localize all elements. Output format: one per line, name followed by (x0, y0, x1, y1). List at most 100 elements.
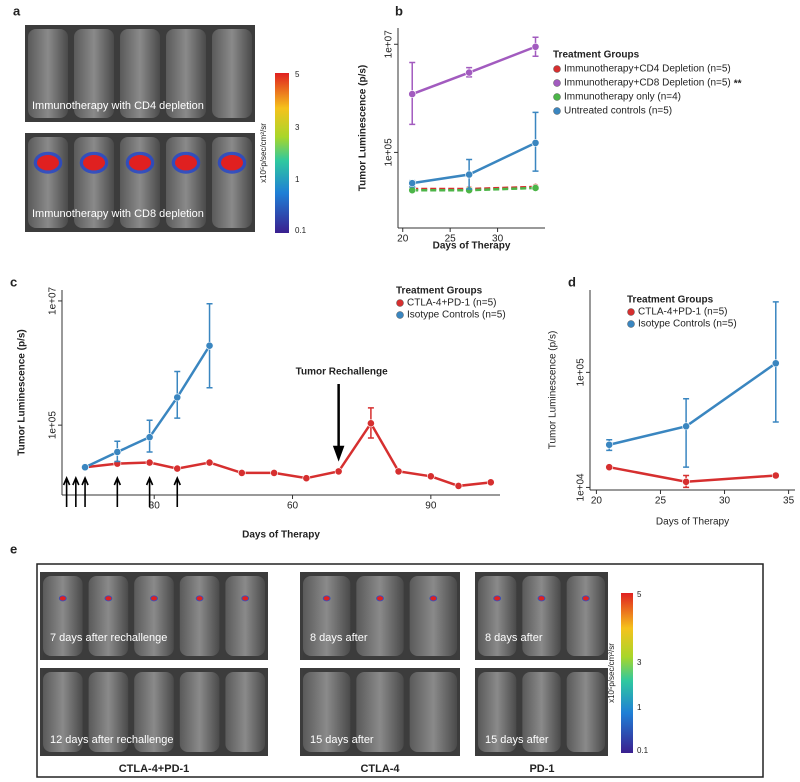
image-caption: 15 days after (310, 734, 374, 746)
point (454, 482, 463, 490)
signal (59, 596, 66, 601)
colorbar-tick: 1 (295, 175, 300, 184)
legend-title: Treatment Groups (627, 295, 714, 306)
legend-label: Immunotherapy+CD4 Depletion (n=5) (564, 64, 731, 75)
point (486, 478, 495, 487)
mouse (166, 29, 206, 118)
series-line (84, 420, 491, 488)
mouse (212, 137, 252, 228)
point (605, 440, 614, 449)
x-tick-label: 25 (655, 496, 667, 507)
group-label: CTLA-4 (360, 763, 400, 775)
signal (323, 596, 330, 601)
image-caption: 15 days after (485, 734, 549, 746)
image-caption: 8 days after (485, 632, 543, 644)
legend-title: Treatment Groups (396, 286, 483, 297)
legend-marker (396, 311, 404, 319)
point (531, 138, 540, 147)
y-tick-label: 1e+07 (384, 30, 395, 59)
point (771, 471, 780, 480)
point (367, 419, 375, 428)
point (682, 477, 690, 486)
legend-marker (553, 93, 561, 101)
panel-label: e (10, 541, 17, 556)
signal (105, 596, 112, 601)
mouse (303, 576, 351, 656)
treatment-arrow (81, 475, 89, 507)
image-caption: 7 days after rechallenge (50, 632, 167, 644)
x-tick-label: 25 (445, 234, 457, 245)
mouse (28, 29, 68, 118)
mouse (120, 29, 160, 118)
x-tick-label: 20 (591, 496, 603, 507)
mouse (88, 672, 129, 752)
legend-marker (553, 79, 561, 87)
point (531, 42, 540, 51)
mouse (225, 672, 265, 752)
image-caption: 12 days after rechallenge (50, 734, 174, 746)
mouse (478, 576, 517, 656)
point (173, 464, 182, 473)
point (605, 463, 614, 472)
legend-label: Immunotherapy only (n=4) (564, 92, 681, 103)
signal (196, 596, 203, 601)
mouse (43, 672, 83, 752)
colorbar-tick: 0.1 (295, 226, 307, 235)
x-tick-label: 20 (397, 234, 409, 245)
panel-label: c (10, 274, 17, 289)
mouse (179, 576, 220, 656)
series-line (608, 362, 777, 446)
treatment-arrow (62, 475, 71, 507)
x-axis-label: Days of Therapy (656, 517, 729, 528)
signal (83, 155, 105, 171)
panel-label: d (568, 274, 576, 289)
colorbar (275, 73, 289, 233)
annotation: Tumor Rechallenge (296, 367, 388, 378)
image-caption: Immunotherapy with CD4 depletion (32, 100, 204, 112)
signal (430, 596, 437, 601)
mouse (134, 672, 174, 752)
point (771, 359, 780, 368)
legend-marker (553, 65, 561, 73)
point (270, 469, 278, 477)
x-tick-label: 60 (287, 501, 299, 512)
mouse (522, 576, 561, 656)
x-tick-label: 30 (149, 501, 161, 512)
point (145, 433, 154, 442)
mouse (566, 576, 605, 656)
colorbar-tick: 1 (637, 703, 642, 712)
mouse (212, 29, 252, 118)
panel-e-frame (36, 563, 764, 778)
legend-marker (553, 107, 561, 115)
error-bar (683, 397, 690, 468)
x-tick-label: 30 (719, 496, 731, 507)
mouse (409, 576, 457, 656)
signal (129, 155, 151, 171)
legend-label: CTLA-4+PD-1 (n=5) (638, 307, 727, 318)
mouse (356, 672, 404, 752)
mouse (303, 672, 351, 752)
y-tick-label: 1e+04 (576, 473, 587, 502)
point (205, 341, 214, 350)
point (408, 186, 417, 195)
mouse (134, 576, 174, 656)
signal (37, 155, 59, 171)
colorbar-tick: 5 (637, 590, 642, 599)
point (465, 68, 474, 77)
mouse (566, 672, 605, 752)
treatment-arrow (72, 475, 80, 507)
point (531, 184, 540, 192)
legend-title: Treatment Groups (553, 50, 640, 61)
y-tick-label: 1e+07 (48, 286, 59, 315)
x-axis-label: Days of Therapy (433, 241, 511, 252)
y-axis-label: Tumor Luminescence (p/s) (548, 331, 559, 450)
group-label: CTLA-4+PD-1 (119, 763, 190, 775)
y-axis-label: Tumor Luminescence (p/s) (17, 329, 28, 456)
point (394, 467, 403, 476)
colorbar-tick: 3 (295, 123, 300, 132)
x-tick-label: 30 (492, 234, 504, 245)
mouse (43, 576, 83, 656)
mouse (88, 576, 129, 656)
point (334, 467, 343, 476)
